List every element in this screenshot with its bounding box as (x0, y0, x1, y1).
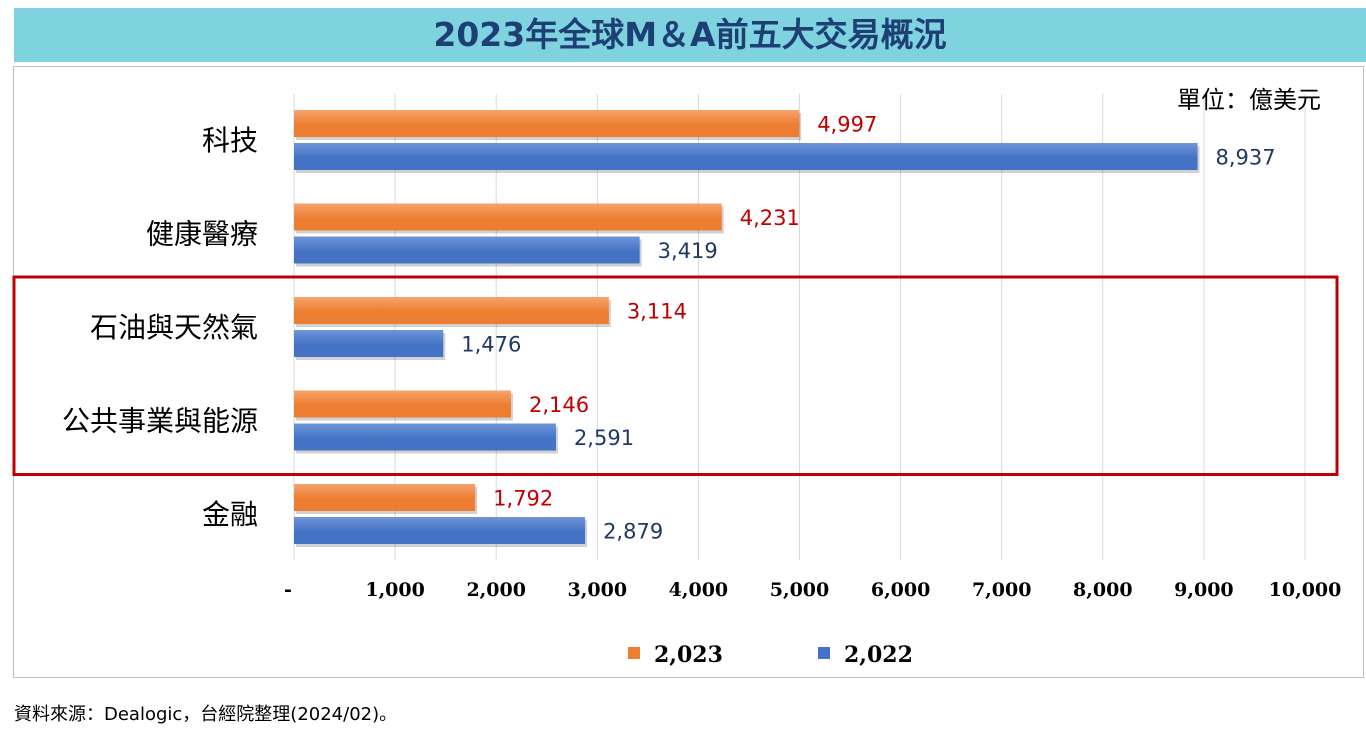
bar-2023 (294, 110, 800, 137)
bar-layer (294, 110, 1200, 547)
bar-2022 (294, 517, 586, 544)
category-label: 科技 (202, 124, 258, 157)
legend-swatch (818, 647, 830, 659)
bar-2023 (294, 484, 476, 511)
data-label: 2,591 (574, 426, 634, 450)
data-label: 2,879 (603, 520, 663, 544)
category-label: 健康醫療 (146, 218, 258, 251)
x-tick-label: 8,000 (1073, 579, 1133, 601)
x-tick-label: 5,000 (770, 579, 830, 601)
x-tick-label: 10,000 (1269, 579, 1342, 601)
x-tick-label: 3,000 (568, 579, 628, 601)
grid-layer (293, 94, 1306, 560)
axis-layer: - 1,000 2,000 3,000 4,000 5,000 6,000 7,000 8,00… (62, 124, 1341, 601)
legend-label: 2,022 (844, 642, 913, 668)
data-label: 1,476 (461, 333, 521, 357)
data-label: 3,114 (627, 300, 687, 324)
x-tick-label: 4,000 (669, 579, 729, 601)
data-label: 1,792 (493, 487, 553, 511)
data-label: 3,419 (658, 239, 718, 263)
legend-label: 2,023 (654, 642, 723, 668)
x-tick-label: 6,000 (871, 579, 931, 601)
bar-2022 (294, 330, 444, 357)
data-label: 8,937 (1216, 146, 1276, 170)
legend-layer: 2,023 2,022 (628, 642, 913, 668)
bar-2022 (294, 423, 556, 451)
category-label: 公共事業與能源 (62, 405, 258, 438)
x-tick-label: 7,000 (972, 579, 1032, 601)
category-label: 石油與天然氣 (90, 311, 258, 344)
x-tick-label: 9,000 (1174, 579, 1234, 601)
legend-swatch (628, 647, 640, 659)
unit-label: 單位：億美元 (1177, 86, 1321, 114)
highlight-box (12, 275, 1339, 476)
bar-2023 (294, 390, 511, 418)
x-tick-label: 1,000 (365, 579, 425, 601)
label-layer: 4,997 8,937 4,231 3,419 3,114 1,476 2,146 2,591… (461, 113, 1275, 544)
bar-2022 (294, 236, 640, 264)
category-label: 金融 (202, 498, 258, 531)
data-label: 4,231 (740, 206, 800, 230)
x-tick-label: - (284, 579, 292, 601)
title-bar: 2023年全球M＆A前五大交易概況 (14, 8, 1366, 62)
bar-2023 (294, 203, 722, 231)
x-tick-label: 2,000 (466, 579, 526, 601)
bar-chart: 4,997 8,937 4,231 3,419 3,114 1,476 2,146 2,591… (12, 86, 1341, 668)
chart-title: 2023年全球M＆A前五大交易概況 (433, 15, 947, 54)
data-label: 4,997 (817, 113, 877, 137)
source-note: 資料來源：Dealogic，台經院整理(2024/02)。 (14, 704, 398, 725)
bar-2022 (294, 143, 1198, 170)
data-label: 2,146 (529, 393, 589, 417)
bar-2023 (294, 297, 609, 324)
